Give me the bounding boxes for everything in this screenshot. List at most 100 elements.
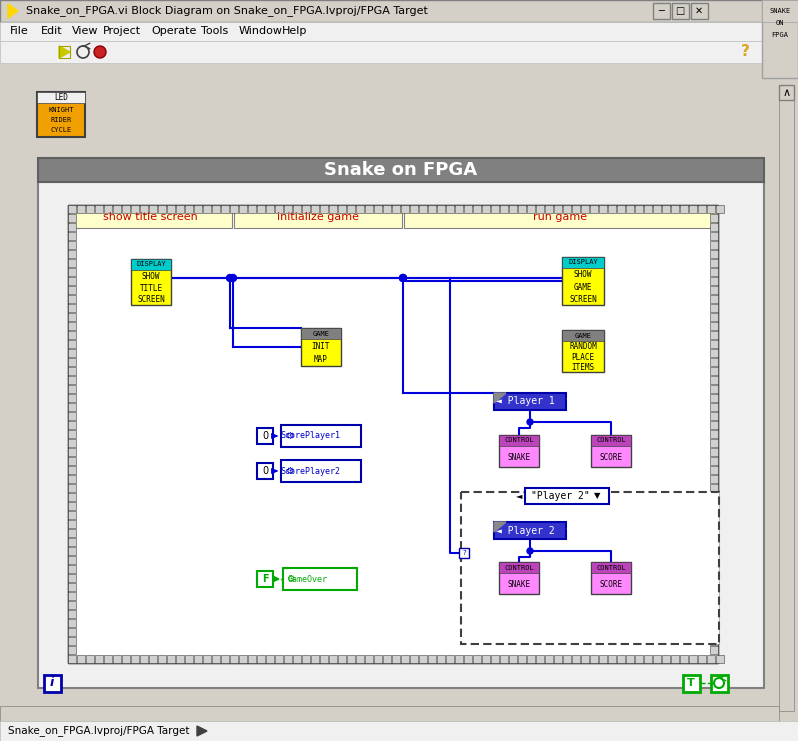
Text: RIDER: RIDER <box>50 117 72 123</box>
Bar <box>710 277 718 285</box>
Bar <box>698 205 706 213</box>
Text: RANDOM: RANDOM <box>569 342 597 351</box>
Bar <box>710 502 718 510</box>
Bar <box>68 295 76 303</box>
Bar <box>68 529 76 537</box>
Bar <box>68 565 76 573</box>
Bar <box>698 655 706 663</box>
Bar <box>68 241 76 249</box>
Bar <box>527 655 535 663</box>
Text: F: F <box>262 574 268 584</box>
Bar <box>293 655 301 663</box>
Text: ⚙: ⚙ <box>285 431 294 441</box>
Polygon shape <box>8 4 18 18</box>
Bar <box>131 259 171 305</box>
Polygon shape <box>494 393 506 403</box>
Bar <box>383 205 391 213</box>
Text: ?: ? <box>462 550 466 556</box>
Bar <box>608 655 616 663</box>
Bar <box>545 205 553 213</box>
Bar <box>68 322 76 330</box>
Bar <box>562 257 604 268</box>
Bar <box>710 583 718 591</box>
Bar <box>68 430 76 438</box>
Bar <box>499 562 539 573</box>
Bar <box>710 556 718 564</box>
Bar <box>68 592 76 600</box>
Text: ▼: ▼ <box>594 491 600 500</box>
Bar <box>419 205 427 213</box>
Bar <box>446 205 454 213</box>
Bar <box>37 92 85 137</box>
Bar <box>68 232 76 240</box>
Bar <box>68 610 76 618</box>
Bar <box>68 628 76 636</box>
Bar <box>710 493 718 501</box>
Bar <box>68 214 76 222</box>
Bar <box>518 205 526 213</box>
Bar <box>301 328 341 339</box>
Bar <box>194 655 202 663</box>
Bar <box>491 205 499 213</box>
Text: "Player 2": "Player 2" <box>531 491 590 501</box>
Text: LED: LED <box>54 93 68 102</box>
Bar <box>158 655 166 663</box>
Bar <box>710 304 718 312</box>
Bar <box>68 277 76 285</box>
Bar <box>710 619 718 627</box>
Text: GAME: GAME <box>313 330 330 336</box>
Bar <box>716 655 724 663</box>
Bar <box>710 628 718 636</box>
Bar <box>68 205 718 663</box>
Bar <box>499 562 539 594</box>
Bar <box>68 367 76 375</box>
Bar <box>710 457 718 465</box>
Text: ∧: ∧ <box>783 88 791 98</box>
Text: □: □ <box>675 6 685 16</box>
Bar <box>545 655 553 663</box>
Bar <box>710 421 718 429</box>
Bar <box>68 484 76 492</box>
Bar <box>68 304 76 312</box>
Text: ✕: ✕ <box>695 6 703 16</box>
Bar <box>0 0 798 22</box>
Bar <box>68 349 76 357</box>
Text: show title screen: show title screen <box>103 212 198 222</box>
Bar <box>710 592 718 600</box>
Bar <box>329 655 337 663</box>
Bar <box>68 502 76 510</box>
Bar <box>437 205 445 213</box>
Bar <box>509 205 517 213</box>
Bar <box>131 655 139 663</box>
Bar <box>167 205 175 213</box>
Bar <box>710 430 718 438</box>
Bar <box>509 655 517 663</box>
Bar <box>283 568 357 590</box>
Bar <box>590 655 598 663</box>
Bar <box>320 205 328 213</box>
Circle shape <box>527 419 533 425</box>
Bar <box>302 655 310 663</box>
Bar <box>710 259 718 267</box>
Bar <box>194 205 202 213</box>
Bar <box>365 655 373 663</box>
Bar <box>500 655 508 663</box>
Bar <box>203 655 211 663</box>
Bar <box>149 205 157 213</box>
Bar <box>710 412 718 420</box>
Bar <box>221 205 229 213</box>
Bar <box>707 205 715 213</box>
Bar <box>68 655 76 663</box>
Bar <box>608 205 616 213</box>
Bar <box>762 0 798 78</box>
Bar <box>68 268 76 276</box>
Bar <box>461 492 719 644</box>
Bar <box>68 331 76 339</box>
Bar <box>266 655 274 663</box>
Bar <box>689 655 697 663</box>
Bar <box>140 655 148 663</box>
Bar <box>234 206 402 228</box>
Bar <box>347 205 355 213</box>
Bar <box>68 358 76 366</box>
Bar <box>356 205 364 213</box>
